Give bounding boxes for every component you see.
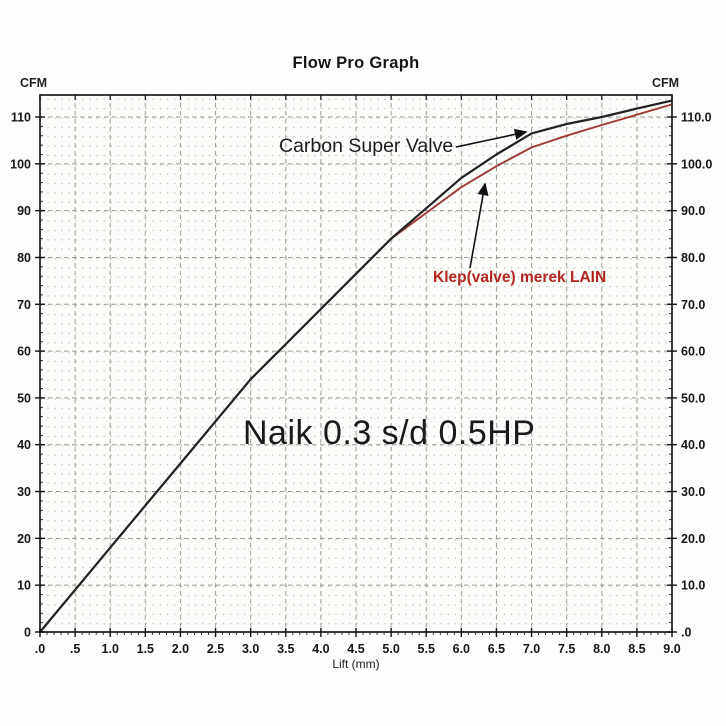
gain-note-text: Naik 0.3 s/d 0.5HP	[243, 414, 536, 452]
y-tick-label-right: 110.0	[681, 111, 712, 125]
x-tick-label: 4.0	[312, 642, 329, 656]
y-tick-label-right: 70.0	[681, 298, 705, 312]
x-tick-label: 4.5	[347, 642, 364, 656]
y-tick-label-right: 90.0	[681, 204, 705, 218]
y-tick-label-left: 80	[17, 251, 31, 265]
y-tick-label-right: 30.0	[681, 485, 705, 499]
x-tick-label: 8.5	[628, 642, 645, 656]
x-tick-label: 1.5	[137, 642, 154, 656]
chart-title: Flow Pro Graph	[292, 54, 420, 72]
y-tick-label-left: 90	[17, 204, 31, 218]
y-tick-label-left: 20	[17, 532, 31, 546]
y-tick-label-right: 10.0	[681, 579, 705, 593]
carbon-valve-arrow	[455, 128, 528, 148]
y-tick-label-right: .0	[681, 626, 691, 640]
y-tick-label-right: 20.0	[681, 532, 705, 546]
x-tick-label: 9.0	[663, 642, 680, 656]
left-axis-unit-label: CFM	[20, 76, 48, 90]
y-tick-label-right: 80.0	[681, 251, 705, 265]
klep-lain-arrow	[469, 182, 489, 269]
x-tick-label: 5.0	[382, 642, 399, 656]
curve-carbon-super-valve	[39, 99, 673, 633]
x-tick-label: .0	[35, 642, 45, 656]
x-tick-label: 5.5	[418, 642, 435, 656]
x-tick-label: .5	[70, 642, 80, 656]
y-tick-label-left: 110	[11, 111, 31, 125]
x-tick-label: 3.5	[277, 642, 294, 656]
y-tick-label-left: 0	[24, 626, 31, 640]
y-tick-label-right: 100.0	[681, 157, 712, 171]
x-tick-label: 6.0	[453, 642, 470, 656]
y-tick-label-right: 60.0	[681, 345, 705, 359]
x-tick-label: 2.5	[207, 642, 224, 656]
y-tick-label-left: 30	[17, 485, 31, 499]
series-label-carbon-super-valve: Carbon Super Valve	[279, 135, 454, 157]
y-tick-label-right: 40.0	[681, 438, 705, 452]
x-tick-label: 8.0	[593, 642, 610, 656]
series-label-klep-merek-lain: Klep(valve) merek LAIN	[433, 269, 607, 286]
axis-ticks	[35, 95, 677, 637]
callout-arrows	[455, 128, 528, 269]
y-tick-label-right: 50.0	[681, 391, 705, 405]
tick-labels: .0 .5 1.0 1.5 2.0 2.5 3.0 3.5 4.0 4.5 5.0 5.5 6.0 6.5…	[10, 111, 712, 657]
y-tick-label-left: 10	[17, 579, 31, 593]
y-tick-label-left: 100	[10, 157, 31, 171]
x-tick-label: 2.0	[172, 642, 189, 656]
x-tick-label: 3.0	[242, 642, 259, 656]
x-tick-label: 6.5	[488, 642, 505, 656]
y-tick-label-left: 70	[17, 298, 31, 312]
x-axis-title: Lift (mm)	[332, 657, 380, 671]
y-tick-label-left: 40	[17, 438, 31, 452]
y-tick-label-left: 60	[17, 345, 31, 359]
major-gridlines	[40, 95, 672, 632]
x-tick-label: 1.0	[102, 642, 119, 656]
x-tick-label: 7.5	[558, 642, 575, 656]
y-tick-label-left: 50	[17, 391, 31, 405]
x-tick-label: 7.0	[523, 642, 540, 656]
right-axis-unit-label: CFM	[652, 76, 680, 90]
